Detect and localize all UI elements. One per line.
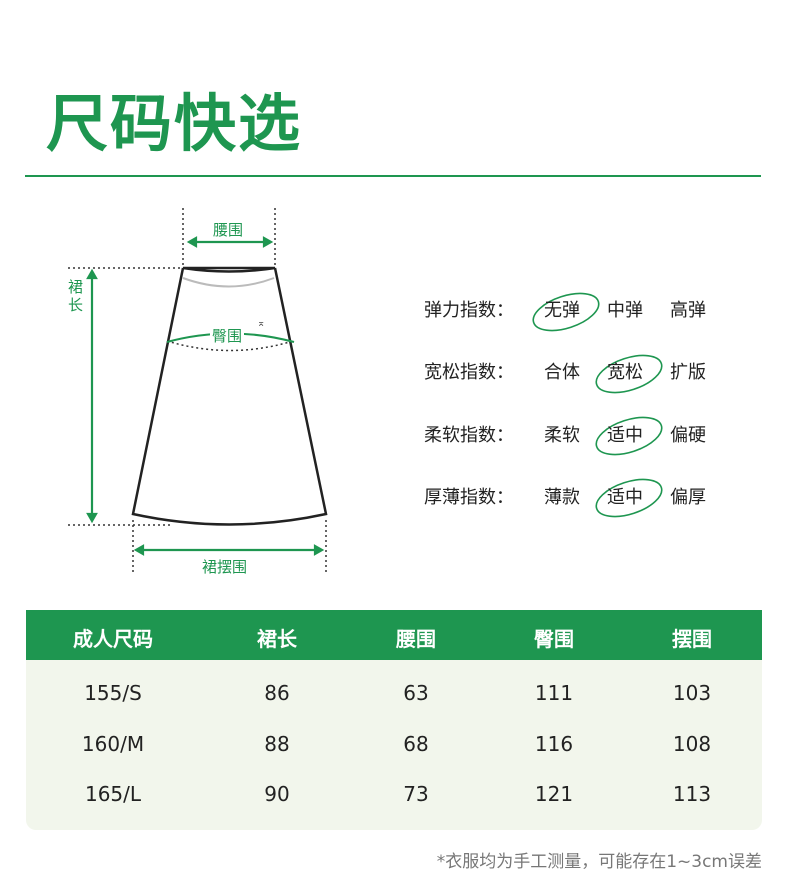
- header-cell: 臀围: [534, 627, 574, 651]
- attribute-option: 无弹: [544, 300, 580, 321]
- table-cell: 73: [403, 782, 429, 806]
- table-cell: 86: [264, 681, 290, 705]
- attribute-option: 中弹: [607, 300, 643, 321]
- attribute-option: 高弹: [670, 300, 706, 321]
- header-cell: 摆围: [672, 627, 712, 651]
- divider: [25, 175, 761, 177]
- header-cell: 裙长: [257, 627, 297, 651]
- header-cell: 腰围: [396, 627, 436, 651]
- attribute-option: 合体: [544, 362, 580, 383]
- table-cell: 68: [403, 732, 429, 756]
- hip-label: 臀围: [210, 327, 245, 345]
- attribute-label: 宽松指数：: [424, 362, 514, 383]
- waist-label: 腰围: [213, 221, 244, 239]
- attribute-option: 偏硬: [670, 425, 706, 446]
- attribute-label: 柔软指数：: [424, 425, 514, 446]
- attribute-option: 扩版: [670, 362, 706, 383]
- attribute-option: 适中: [607, 487, 643, 508]
- length-label: 裙长: [68, 278, 84, 314]
- table-cell: 88: [264, 732, 290, 756]
- attribute-option: 适中: [607, 425, 643, 446]
- table-header: 成人尺码 裙长 腰围 臀围 摆围: [26, 610, 762, 660]
- table-cell: 103: [672, 681, 712, 705]
- table-cell: 121: [534, 782, 574, 806]
- skirt-outline: [131, 266, 328, 526]
- page-title: 尺码快选: [46, 87, 303, 160]
- attribute-option: 薄款: [544, 487, 580, 508]
- table-cell: 108: [672, 732, 712, 756]
- table-cell: 165/L: [84, 782, 142, 806]
- attribute-label: 厚薄指数：: [424, 487, 514, 508]
- size-table: 成人尺码 裙长 腰围 臀围 摆围 155/S 86 63 111 103 160…: [26, 610, 762, 830]
- header-cell: 成人尺码: [73, 627, 153, 651]
- attribute-option: 宽松: [607, 362, 643, 383]
- table-cell: 111: [534, 681, 574, 705]
- svg-text:⌅: ⌅: [257, 318, 265, 329]
- attribute-option: 柔软: [544, 425, 580, 446]
- table-cell: 160/M: [81, 732, 145, 756]
- table-cell: 63: [403, 681, 429, 705]
- table-cell: 113: [672, 782, 712, 806]
- attribute-option: 偏厚: [670, 487, 706, 508]
- table-cell: 155/S: [84, 681, 142, 705]
- measurement-footnote: *衣服均为手工测量，可能存在1~3cm误差: [436, 852, 762, 872]
- table-cell: 116: [534, 732, 574, 756]
- hem-label: 裙摆围: [202, 558, 248, 576]
- skirt-diagram: ⌅: [68, 208, 328, 575]
- table-cell: 90: [264, 782, 290, 806]
- attribute-label: 弹力指数：: [424, 300, 514, 321]
